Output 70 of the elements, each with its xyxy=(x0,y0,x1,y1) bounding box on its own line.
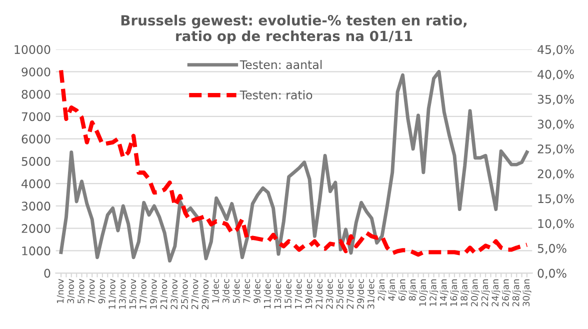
x-tick-label: 29/nov xyxy=(202,278,210,310)
x-tick-label: 23/dec xyxy=(326,279,334,309)
x-tick-label: 27/dec xyxy=(346,279,354,309)
legend-label: Testen: ratio xyxy=(240,90,312,100)
y2-tick-label: 45,0% xyxy=(538,45,574,56)
x-tick-label: 1/nov xyxy=(56,278,64,304)
x-tick-label: 27/nov xyxy=(191,278,199,310)
y-tick-label: 4000 xyxy=(22,179,50,188)
x-tick-label: 25/dec xyxy=(336,279,344,309)
y2-tick-label: 5,0% xyxy=(538,244,566,254)
y-tick-label: 10000 xyxy=(14,45,50,54)
x-tick-label: 19/nov xyxy=(150,278,158,309)
x-tick-label: 11/dec xyxy=(264,279,272,308)
y2-tick-label: 10,0% xyxy=(538,219,574,230)
x-tick-label: 18/jan xyxy=(460,279,470,306)
x-tick-label: 13/nov xyxy=(118,278,126,309)
x-tick-label: 1/dec xyxy=(212,279,220,303)
x-tick-label: 5/dec xyxy=(232,279,240,303)
x-tick-label: 29/dec xyxy=(356,279,365,309)
x-tick-label: 6/jan xyxy=(398,279,408,301)
y2-tick-label: 30,0% xyxy=(538,120,574,130)
x-tick-label: 14/jan xyxy=(440,279,448,306)
y-tick-label: 9000 xyxy=(22,67,50,76)
x-tick-label: 23/nov xyxy=(170,278,178,310)
y-tick-label: 0 xyxy=(44,268,50,278)
y-tick-label: 6000 xyxy=(22,134,50,144)
legend-label: Testen: aantal xyxy=(240,60,322,70)
y2-tick-label: 40,0% xyxy=(538,70,574,80)
x-tick-label: 5/nov xyxy=(78,278,86,304)
y-tick-label: 2000 xyxy=(22,224,50,233)
y-tick-label: 7000 xyxy=(22,112,50,122)
x-tick-label: 2/jan xyxy=(378,279,386,301)
x-tick-label: 11/nov xyxy=(108,278,116,309)
y2-tick-label: 20,0% xyxy=(538,169,574,180)
x-tick-label: 7/nov xyxy=(88,278,96,304)
x-tick-label: 17/dec xyxy=(294,279,303,308)
y2-tick-label: 0,0% xyxy=(538,268,566,279)
x-tick-label: 26/jan xyxy=(502,279,511,306)
x-tick-label: 15/nov xyxy=(129,278,137,309)
x-tick-label: 9/nov xyxy=(98,278,106,304)
x-tick-label: 3/nov xyxy=(67,278,75,304)
x-tick-label: 19/dec xyxy=(305,279,313,308)
x-tick-label: 31/dec xyxy=(367,279,375,309)
x-tick-label: 12/jan xyxy=(429,279,438,306)
x-tick-label: 3/dec xyxy=(222,279,230,303)
y-tick-label: 8000 xyxy=(22,90,50,99)
x-tick-label: 8/jan xyxy=(408,279,418,301)
x-tick-label: 17/nov xyxy=(140,278,148,309)
x-tick-label: 25/nov xyxy=(181,278,189,310)
y-tick-label: 1000 xyxy=(22,246,50,256)
x-tick-label: 4/jan xyxy=(388,279,397,301)
x-tick-label: 7/dec xyxy=(243,279,251,303)
x-tick-label: 9/dec xyxy=(253,279,262,304)
chart-title: Brussels gewest: evolutie-% testen en ratio, ratio op de rechteras na 01/11 xyxy=(121,14,466,44)
x-tick-label: 15/dec xyxy=(284,279,292,308)
x-tick-label: 24/jan xyxy=(492,279,500,306)
x-tick-label: 30/jan xyxy=(522,279,532,306)
x-tick-label: 22/jan xyxy=(481,279,490,306)
x-tick-label: 10/jan xyxy=(419,279,428,306)
x-tick-label: 16/jan xyxy=(450,279,459,306)
y-tick-label: 5000 xyxy=(22,156,50,166)
x-tick-label: 13/dec xyxy=(274,279,282,308)
y-tick-label: 3000 xyxy=(22,202,50,211)
x-tick-label: 21/dec xyxy=(316,279,324,309)
x-tick-label: 28/jan xyxy=(512,279,521,306)
y2-tick-label: 35,0% xyxy=(538,94,574,105)
x-tick-label: 21/nov xyxy=(160,278,168,310)
x-tick-label: 20/jan xyxy=(470,279,480,306)
y2-tick-label: 15,0% xyxy=(538,194,574,204)
y2-tick-label: 25,0% xyxy=(538,144,574,155)
